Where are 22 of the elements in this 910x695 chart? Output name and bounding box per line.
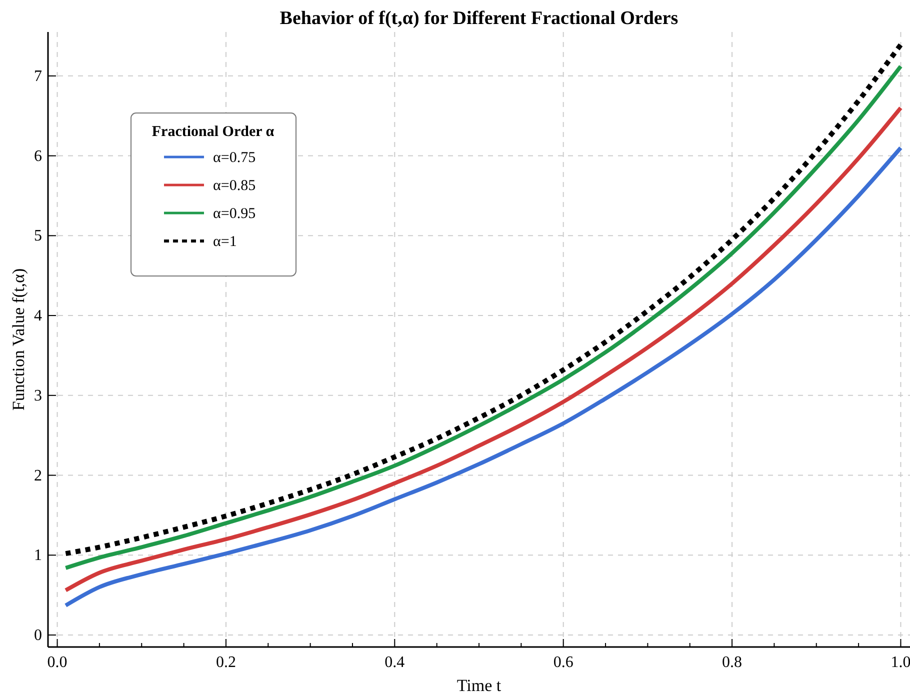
x-tick-label: 1.0 [890,654,910,671]
legend-label: α=0.85 [213,178,256,194]
x-tick-label: 0.0 [47,654,68,671]
chart-title: Behavior of f(t,α) for Different Fractional Orders [280,8,678,29]
x-tick-label: 0.8 [722,654,742,671]
y-tick-label: 5 [34,228,42,245]
y-tick-label: 0 [34,627,42,644]
y-tick-label: 1 [34,547,42,564]
y-tick-label: 2 [34,467,42,484]
x-tick-label: 0.6 [553,654,574,671]
legend-label: α=1 [213,234,237,250]
legend-label: α=0.75 [213,150,256,166]
y-tick-label: 3 [34,387,42,404]
legend-label: α=0.95 [213,206,256,222]
y-axis-title: Function Value f(t,α) [9,268,28,411]
x-tick-label: 0.2 [216,654,236,671]
x-axis-title: Time t [456,676,502,695]
legend-title: Fractional Order α [152,124,275,140]
y-tick-label: 7 [34,68,42,85]
x-tick-label: 0.4 [384,654,405,671]
y-tick-label: 4 [34,308,42,325]
y-tick-label: 6 [34,148,42,165]
